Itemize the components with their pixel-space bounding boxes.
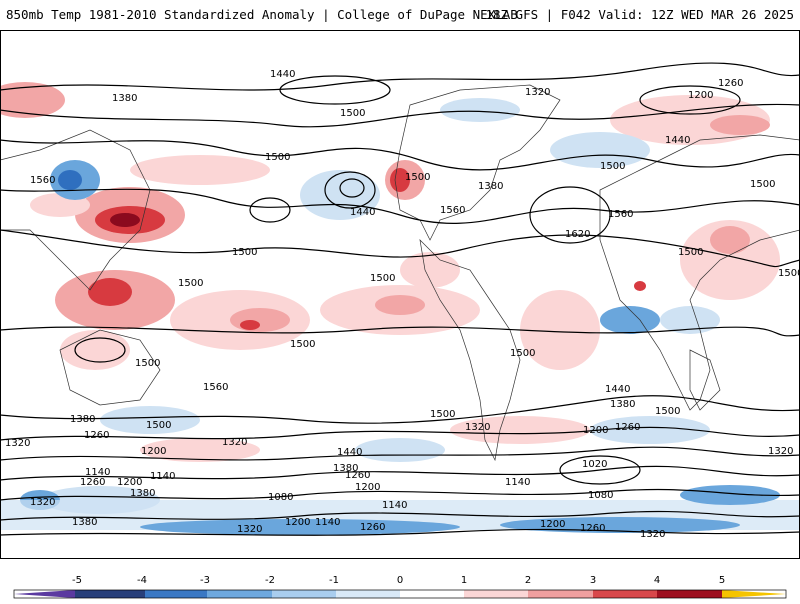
contour-label: 1200 (583, 425, 608, 436)
contour-label: 1380 (610, 399, 635, 410)
contour-label: 1500 (135, 358, 160, 369)
contour-label: 1440 (605, 384, 630, 395)
colorbar-swatches (13, 589, 787, 599)
contour-label: 1560 (608, 209, 633, 220)
contour-label: 1140 (150, 471, 175, 482)
cold-anomaly-regions (0, 98, 800, 535)
contour-label: 1260 (718, 78, 743, 89)
contour-label: 1200 (355, 482, 380, 493)
contour-label: 1080 (268, 492, 293, 503)
contour-label: 1080 (588, 490, 613, 501)
contour-label: 1440 (337, 447, 362, 458)
contour-label: 1200 (141, 446, 166, 457)
contour-label: 1260 (360, 522, 385, 533)
contour-label: 1500 (600, 161, 625, 172)
colorbar-swatch (593, 590, 657, 598)
colorbar-swatch (464, 590, 528, 598)
anomaly-map[interactable]: 1440 1380 1500 1320 1260 1200 1560 1500 … (0, 30, 800, 559)
warm-anomaly-regions (0, 82, 780, 462)
contour-label: 1380 (130, 488, 155, 499)
colorbar-swatch (400, 590, 464, 598)
contour-label: 1380 (112, 93, 137, 104)
contour-label: 1500 (405, 172, 430, 183)
colorbar-label: 0 (397, 575, 403, 586)
contour-label: 1260 (80, 477, 105, 488)
contour-label: 1440 (350, 207, 375, 218)
contour-label: 1500 (510, 348, 535, 359)
colorbar-label: 5 (719, 575, 725, 586)
contour-label: 1320 (465, 422, 490, 433)
contour-label: 1380 (72, 517, 97, 528)
colorbar-label: -4 (137, 575, 147, 586)
colorbar-swatch (336, 590, 400, 598)
contour-label: 1560 (203, 382, 228, 393)
contour-label: 1500 (178, 278, 203, 289)
colorbar-swatch (145, 590, 207, 598)
contour-label: 1380 (333, 463, 358, 474)
contour-label: 1260 (84, 430, 109, 441)
colorbar-label: 3 (590, 575, 596, 586)
contour-label: 1320 (5, 438, 30, 449)
map-header: 850mb Temp 1981-2010 Standardized Anomal… (0, 0, 800, 30)
contour-label: 1320 (222, 437, 247, 448)
contour-label: 1500 (146, 420, 171, 431)
contour-label: 1560 (440, 205, 465, 216)
map-title: 850mb Temp 1981-2010 Standardized Anomal… (6, 7, 518, 22)
colorbar-labels: -5 -4 -3 -2 -1 0 1 2 3 4 5 (72, 575, 725, 586)
contour-label: 1320 (525, 87, 550, 98)
contour-label: 1020 (582, 459, 607, 470)
colorbar-swatch (657, 590, 722, 598)
contour-label: 1500 (265, 152, 290, 163)
contour-label: 1260 (580, 523, 605, 534)
contour-label: 1620 (565, 229, 590, 240)
contour-label: 1200 (285, 517, 310, 528)
contour-label: 1500 (290, 339, 315, 350)
contour-labels: 1440 1380 1500 1320 1260 1200 1560 1500 … (5, 69, 800, 540)
contour-label: 1320 (768, 446, 793, 457)
colorbar-swatch-low (14, 590, 75, 598)
contour-label: 1500 (430, 409, 455, 420)
contour-label: 1140 (505, 477, 530, 488)
contour-label: 1500 (370, 273, 395, 284)
contour-label: 1200 (117, 477, 142, 488)
contour-label: 1500 (750, 179, 775, 190)
contour-label: 1500 (655, 406, 680, 417)
coastlines (0, 84, 800, 462)
contour-label: 1260 (615, 422, 640, 433)
colorbar-swatch (75, 590, 145, 598)
contour-label: 1140 (85, 467, 110, 478)
contour-label: 1200 (540, 519, 565, 530)
contour-label: 1140 (382, 500, 407, 511)
contour-label: 1500 (340, 108, 365, 119)
height-contours (0, 62, 800, 536)
contour-label: 1320 (30, 497, 55, 508)
contour-label: 1440 (665, 135, 690, 146)
colorbar-swatch-high (722, 590, 786, 598)
model-run-info: 18Z GFS | F042 Valid: 12Z WED MAR 26 202… (485, 7, 794, 22)
contour-label: 1440 (270, 69, 295, 80)
contour-label: 1560 (30, 175, 55, 186)
contour-label: 1500 (678, 247, 703, 258)
contour-label: 1500 (232, 247, 257, 258)
contour-label: 1500 (778, 268, 800, 279)
contour-label: 1380 (478, 181, 503, 192)
colorbar-label: 2 (525, 575, 531, 586)
colorbar-label: 4 (654, 575, 660, 586)
colorbar-label: -3 (200, 575, 210, 586)
colorbar-label: 1 (461, 575, 467, 586)
contour-label: 1320 (237, 524, 262, 535)
colorbar-swatch (272, 590, 336, 598)
contour-label: 1200 (688, 90, 713, 101)
contour-label: 1140 (315, 517, 340, 528)
colorbar-swatch (528, 590, 593, 598)
colorbar-label: -2 (265, 575, 275, 586)
contour-label: 1380 (70, 414, 95, 425)
colorbar-label: -5 (72, 575, 82, 586)
colorbar-label: -1 (329, 575, 339, 586)
contour-label: 1260 (345, 470, 370, 481)
colorbar-swatch (207, 590, 272, 598)
colorbar: -5 -4 -3 -2 -1 0 1 2 3 4 5 (0, 570, 800, 600)
contour-label: 1320 (640, 529, 665, 540)
